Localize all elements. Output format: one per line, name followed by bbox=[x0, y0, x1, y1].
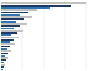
Bar bbox=[1, 28, 14, 29]
Bar bbox=[1, 23, 27, 25]
Bar bbox=[1, 46, 10, 47]
Bar bbox=[1, 69, 3, 70]
Bar bbox=[1, 7, 50, 9]
Bar bbox=[1, 30, 23, 32]
Bar bbox=[1, 57, 8, 59]
Bar bbox=[1, 41, 10, 43]
Bar bbox=[1, 48, 7, 50]
Bar bbox=[1, 53, 8, 54]
Bar bbox=[1, 16, 32, 18]
Bar bbox=[1, 62, 4, 63]
Bar bbox=[1, 34, 11, 36]
Bar bbox=[1, 5, 71, 7]
Bar bbox=[1, 66, 4, 68]
Bar bbox=[1, 59, 6, 61]
Bar bbox=[1, 50, 11, 52]
Bar bbox=[1, 18, 24, 20]
Bar bbox=[1, 32, 17, 34]
Bar bbox=[1, 39, 14, 41]
Bar bbox=[1, 43, 15, 45]
Bar bbox=[1, 21, 16, 23]
Bar bbox=[1, 12, 28, 13]
Bar bbox=[1, 2, 86, 4]
Bar bbox=[1, 14, 20, 16]
Bar bbox=[1, 55, 5, 57]
Bar bbox=[1, 37, 19, 38]
Bar bbox=[1, 25, 20, 27]
Bar bbox=[1, 9, 37, 11]
Bar bbox=[1, 64, 5, 66]
